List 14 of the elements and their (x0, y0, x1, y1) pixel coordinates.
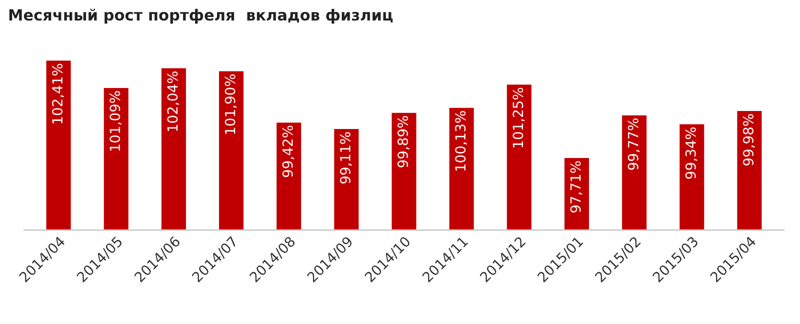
data-label: 101,09% (110, 91, 122, 151)
data-label: 97,71% (570, 161, 582, 213)
data-label: 102,41% (52, 64, 64, 124)
data-label: 100,13% (455, 111, 468, 171)
data-label: 99,98% (742, 114, 755, 166)
data-label: 101,25% (512, 88, 525, 148)
chart-title: Месячный рост портфеля вкладов физлиц (9, 8, 393, 24)
data-label: 101,90% (224, 74, 237, 134)
data-label: 99,77% (628, 118, 640, 170)
data-label: 99,11% (340, 132, 352, 184)
data-label: 99,34% (685, 127, 698, 179)
data-label: 102,04% (167, 71, 180, 131)
data-label: 99,89% (398, 116, 410, 168)
data-label: 99,42% (282, 126, 294, 178)
